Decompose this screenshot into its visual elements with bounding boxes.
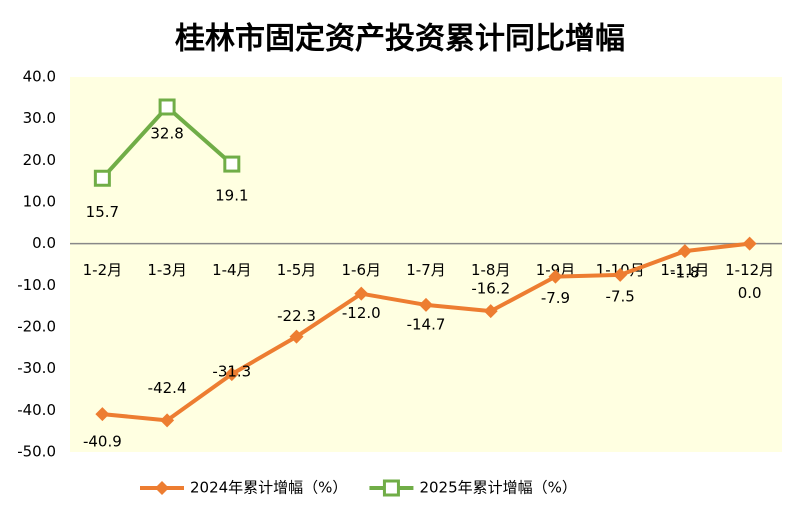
marker — [223, 155, 241, 173]
data-label: -7.9 — [541, 289, 570, 307]
data-label: 32.8 — [150, 125, 183, 143]
y-tick-label: 10.0 — [23, 193, 56, 211]
plot-area — [70, 77, 782, 452]
y-tick-label: 0.0 — [32, 234, 56, 252]
x-tick-label: 1-6月 — [342, 261, 382, 279]
marker — [354, 286, 369, 301]
marker — [548, 269, 563, 284]
x-tick-label: 1-7月 — [406, 261, 446, 279]
y-tick-label: -20.0 — [17, 318, 56, 336]
marker — [93, 169, 111, 187]
chart-title: 桂林市固定资产投资累计同比增幅 — [175, 22, 625, 57]
y-tick-label: -50.0 — [17, 443, 56, 461]
data-label: -1.8 — [670, 264, 699, 282]
marker — [419, 297, 433, 312]
x-tick-label: 1-3月 — [147, 261, 187, 279]
y-tick-label: -30.0 — [17, 359, 56, 377]
y-tick-label: 30.0 — [23, 109, 56, 127]
data-label: -22.3 — [277, 307, 316, 325]
data-label: 19.1 — [215, 187, 248, 205]
marker — [289, 329, 304, 344]
legend-label: 2024年累计增幅（%） — [190, 479, 347, 497]
x-tick-label: 1-5月 — [277, 261, 317, 279]
marker — [483, 304, 498, 319]
data-label: -42.4 — [148, 379, 187, 397]
data-label: -31.3 — [212, 363, 251, 381]
data-label: 15.7 — [86, 203, 119, 221]
marker — [677, 244, 692, 259]
y-tick-label: 40.0 — [23, 68, 56, 86]
data-label: -16.2 — [471, 280, 510, 298]
data-label: -40.9 — [83, 433, 122, 451]
marker — [160, 413, 175, 428]
x-tick-label: 1-2月 — [83, 261, 123, 279]
marker — [742, 236, 757, 251]
data-label: 0.0 — [738, 284, 762, 302]
y-tick-label: -10.0 — [17, 276, 56, 294]
x-tick-label: 1-12月 — [725, 261, 774, 279]
y-tick-label: 20.0 — [23, 151, 56, 169]
legend-label: 2025年累计增幅（%） — [419, 479, 576, 497]
marker — [95, 407, 110, 422]
x-tick-label: 1-8月 — [471, 261, 511, 279]
y-tick-label: -40.0 — [17, 401, 56, 419]
legend-marker — [155, 481, 169, 495]
legend-marker — [382, 479, 400, 497]
data-label: -14.7 — [407, 315, 446, 333]
marker — [158, 98, 176, 116]
marker — [613, 267, 628, 282]
marker — [224, 367, 239, 382]
data-label: -7.5 — [606, 287, 635, 305]
x-tick-label: 1-11月 — [660, 261, 709, 279]
data-label: -12.0 — [342, 304, 381, 322]
x-tick-label: 1-4月 — [212, 261, 252, 279]
